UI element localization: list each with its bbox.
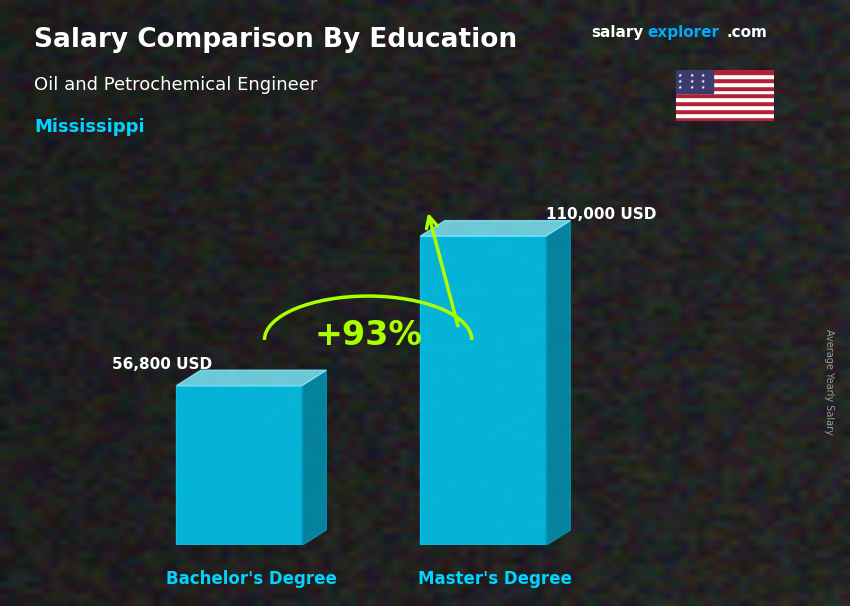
Text: ★: ★: [689, 79, 694, 84]
Text: ★: ★: [689, 73, 694, 78]
Bar: [676, 70, 713, 93]
Text: ★: ★: [701, 85, 706, 90]
Polygon shape: [177, 370, 326, 385]
Bar: [676, 109, 774, 113]
Polygon shape: [421, 221, 570, 236]
Text: Oil and Petrochemical Engineer: Oil and Petrochemical Engineer: [34, 76, 317, 94]
Text: Mississippi: Mississippi: [34, 118, 144, 136]
Text: ★: ★: [677, 85, 682, 90]
Text: explorer: explorer: [648, 25, 720, 41]
Polygon shape: [546, 221, 570, 545]
Bar: [676, 117, 774, 121]
Bar: [676, 93, 774, 98]
Text: .com: .com: [727, 25, 768, 41]
Text: ★: ★: [677, 79, 682, 84]
Text: Salary Comparison By Education: Salary Comparison By Education: [34, 27, 517, 53]
Bar: [676, 98, 774, 101]
Text: ★: ★: [701, 73, 706, 78]
Text: ★: ★: [677, 73, 682, 78]
Text: ★: ★: [689, 85, 694, 90]
Polygon shape: [421, 236, 546, 545]
Bar: [676, 113, 774, 117]
Bar: [676, 105, 774, 109]
Text: Average Yearly Salary: Average Yearly Salary: [824, 329, 834, 435]
Bar: [676, 101, 774, 105]
Text: Master's Degree: Master's Degree: [418, 570, 572, 588]
Bar: [676, 90, 774, 93]
Text: 110,000 USD: 110,000 USD: [547, 207, 657, 222]
Text: ★: ★: [701, 79, 706, 84]
Polygon shape: [177, 385, 302, 545]
Text: Bachelor's Degree: Bachelor's Degree: [166, 570, 337, 588]
Text: +93%: +93%: [314, 319, 422, 352]
Bar: [676, 82, 774, 85]
Polygon shape: [302, 370, 326, 545]
Bar: [676, 74, 774, 78]
Bar: [676, 70, 774, 74]
Bar: [676, 78, 774, 82]
Text: salary: salary: [591, 25, 643, 41]
Text: 56,800 USD: 56,800 USD: [112, 356, 212, 371]
Bar: [676, 85, 774, 90]
